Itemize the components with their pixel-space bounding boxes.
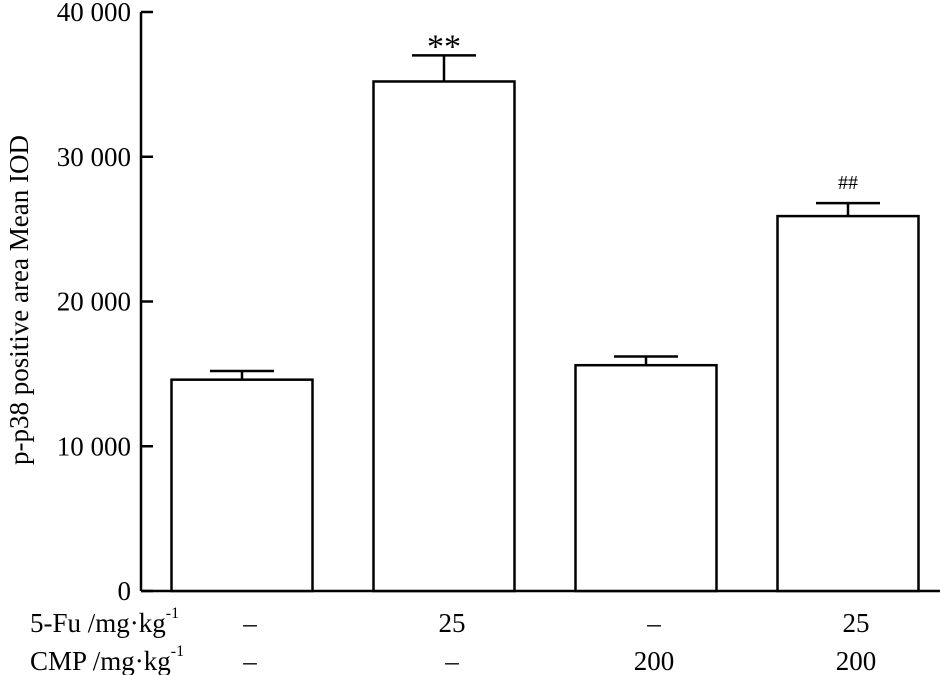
fu-value: – — [242, 608, 257, 638]
factor-values: – – 25 – – 200 25 200 — [242, 608, 876, 675]
cmp-value: 200 — [836, 646, 877, 675]
cmp-value: – — [444, 646, 459, 675]
y-tick-label: 40 000 — [57, 0, 131, 27]
cmp-value: 200 — [634, 646, 675, 675]
significance-annotation: ## — [838, 172, 858, 194]
significance-annotation: ** — [427, 28, 461, 65]
bar — [574, 363, 718, 593]
y-ticks: 0 10 000 20 000 30 000 40 000 — [57, 0, 153, 606]
cmp-row-label: CMP /mg·kg-1 — [30, 643, 184, 675]
bar — [372, 80, 516, 593]
bar — [776, 214, 920, 593]
bar — [170, 378, 314, 593]
y-tick-label: 30 000 — [57, 142, 131, 172]
fu-value: 25 — [439, 608, 466, 638]
fu-value: – — [646, 608, 661, 638]
y-tick-label: 20 000 — [57, 287, 131, 317]
y-axis-title: p-p38 positive area Mean IOD — [4, 135, 34, 465]
y-tick-label: 10 000 — [57, 431, 131, 461]
y-tick-label: 0 — [118, 576, 132, 606]
fu-row-label: 5-Fu /mg·kg-1 — [30, 605, 179, 638]
bars: ** ## — [170, 28, 920, 593]
fu-value: 25 — [843, 608, 870, 638]
cmp-value: – — [242, 646, 257, 675]
